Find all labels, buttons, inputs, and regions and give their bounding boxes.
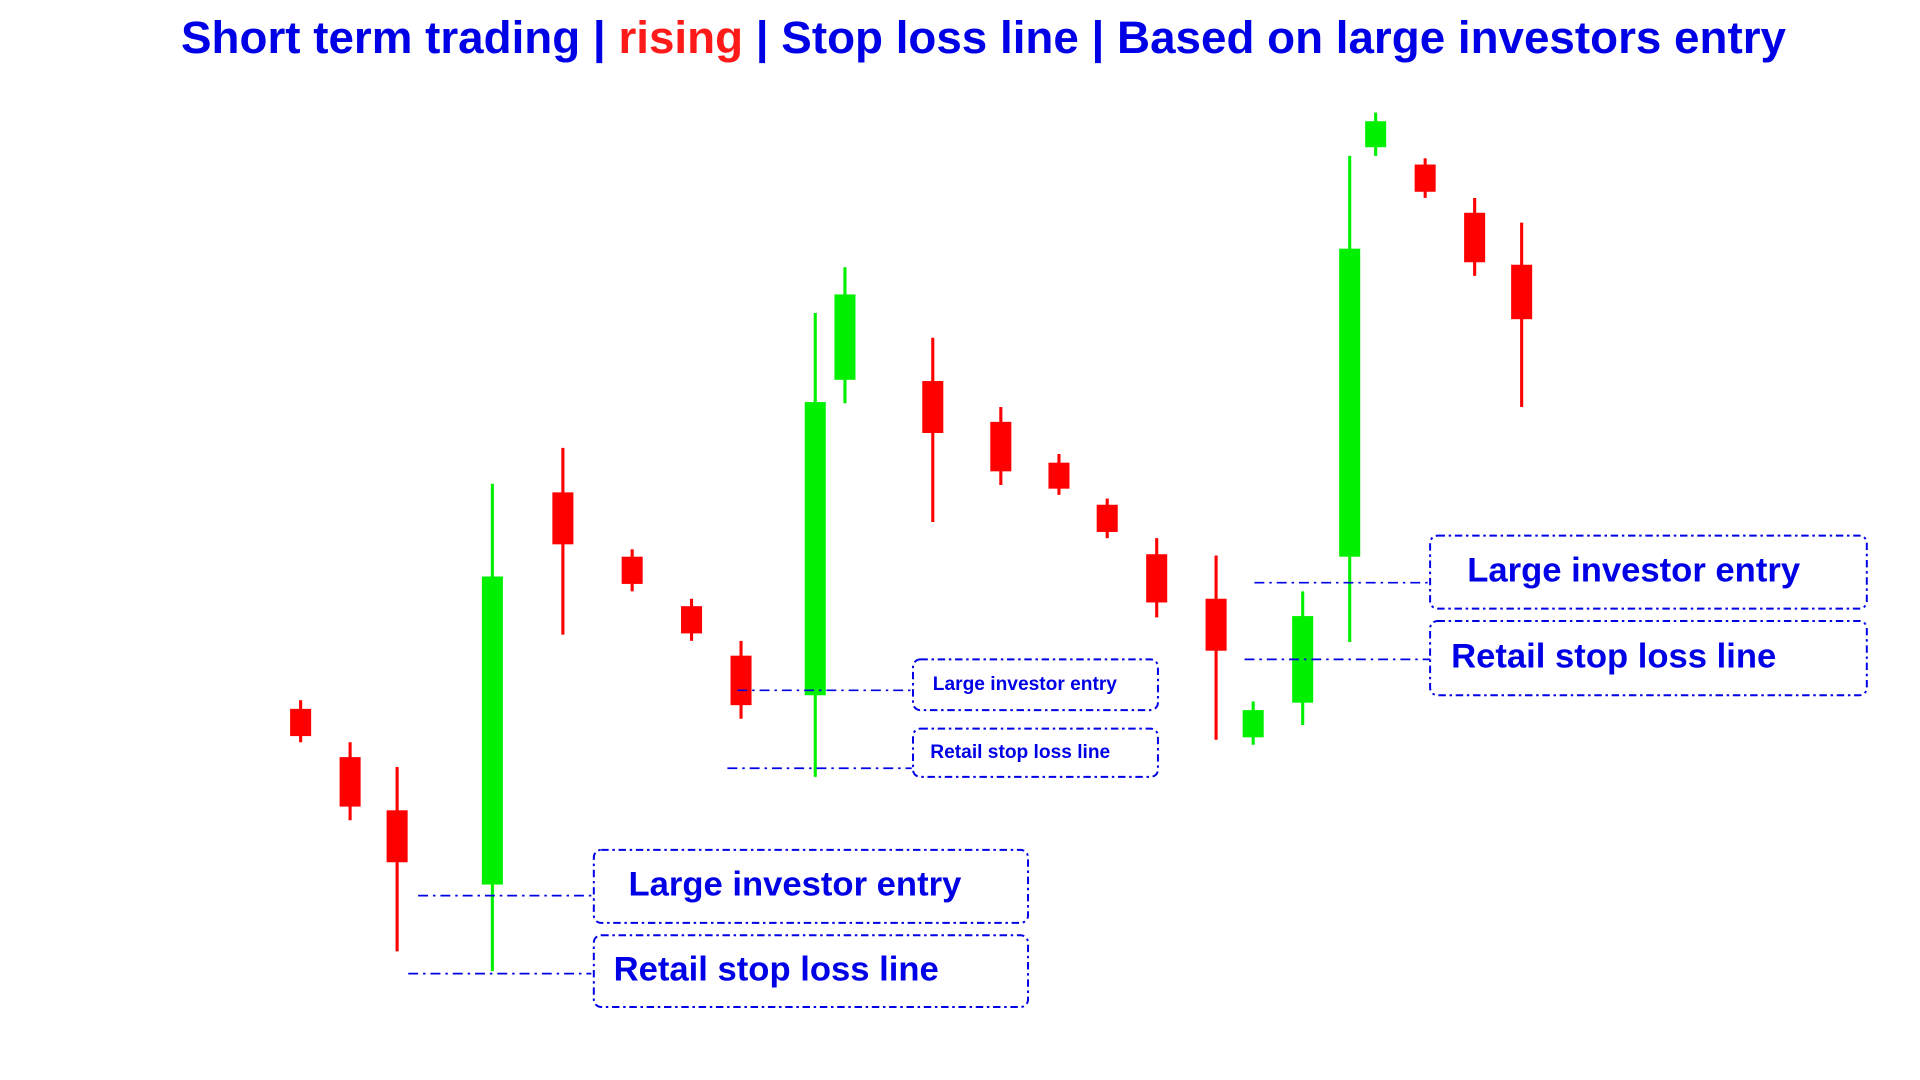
- title-part: Short term trading |: [181, 12, 618, 63]
- candle-body: [290, 708, 312, 737]
- candle-body: [1292, 616, 1314, 703]
- candle-body: [621, 556, 643, 584]
- candle-body: [1048, 462, 1070, 489]
- candle-body: [990, 421, 1012, 472]
- title: Short term trading | rising | Stop loss …: [181, 12, 1787, 63]
- candle-body: [1096, 504, 1118, 532]
- candle-body: [681, 606, 703, 634]
- candle-body: [552, 492, 574, 545]
- candle-body: [922, 381, 944, 433]
- title-part: | Stop loss line | Based on large invest…: [743, 12, 1786, 63]
- candle-body: [1146, 554, 1168, 603]
- label-box: [1429, 534, 1868, 610]
- label-box: [592, 934, 1030, 1008]
- candle-body: [1339, 248, 1361, 557]
- entry-label: Large investor entry: [933, 674, 1118, 695]
- labels: Large investor entry Retail stop loss lin…: [408, 534, 1868, 1008]
- stop-label: Retail stop loss line: [1451, 637, 1776, 675]
- entry-label: Large investor entry: [1467, 551, 1801, 589]
- candle-body: [1205, 598, 1227, 651]
- title-highlight: rising: [618, 12, 743, 63]
- candle-body: [481, 576, 503, 885]
- candle-body: [386, 810, 408, 863]
- candle-body: [804, 402, 826, 696]
- candle-body: [1511, 264, 1533, 320]
- candle-body: [1242, 710, 1264, 738]
- stop-label: Retail stop loss line: [614, 950, 939, 988]
- candle-body: [1414, 164, 1436, 192]
- label-box: [592, 848, 1030, 924]
- candle-body: [730, 655, 752, 706]
- entry-label: Large investor entry: [628, 866, 962, 904]
- candle-body: [834, 294, 856, 380]
- candle-body: [339, 757, 361, 807]
- label-box: [1429, 620, 1868, 697]
- stop-label: Retail stop loss line: [930, 742, 1110, 763]
- candle-body: [1365, 121, 1387, 148]
- candles: [290, 112, 1533, 972]
- candle-body: [1464, 212, 1486, 263]
